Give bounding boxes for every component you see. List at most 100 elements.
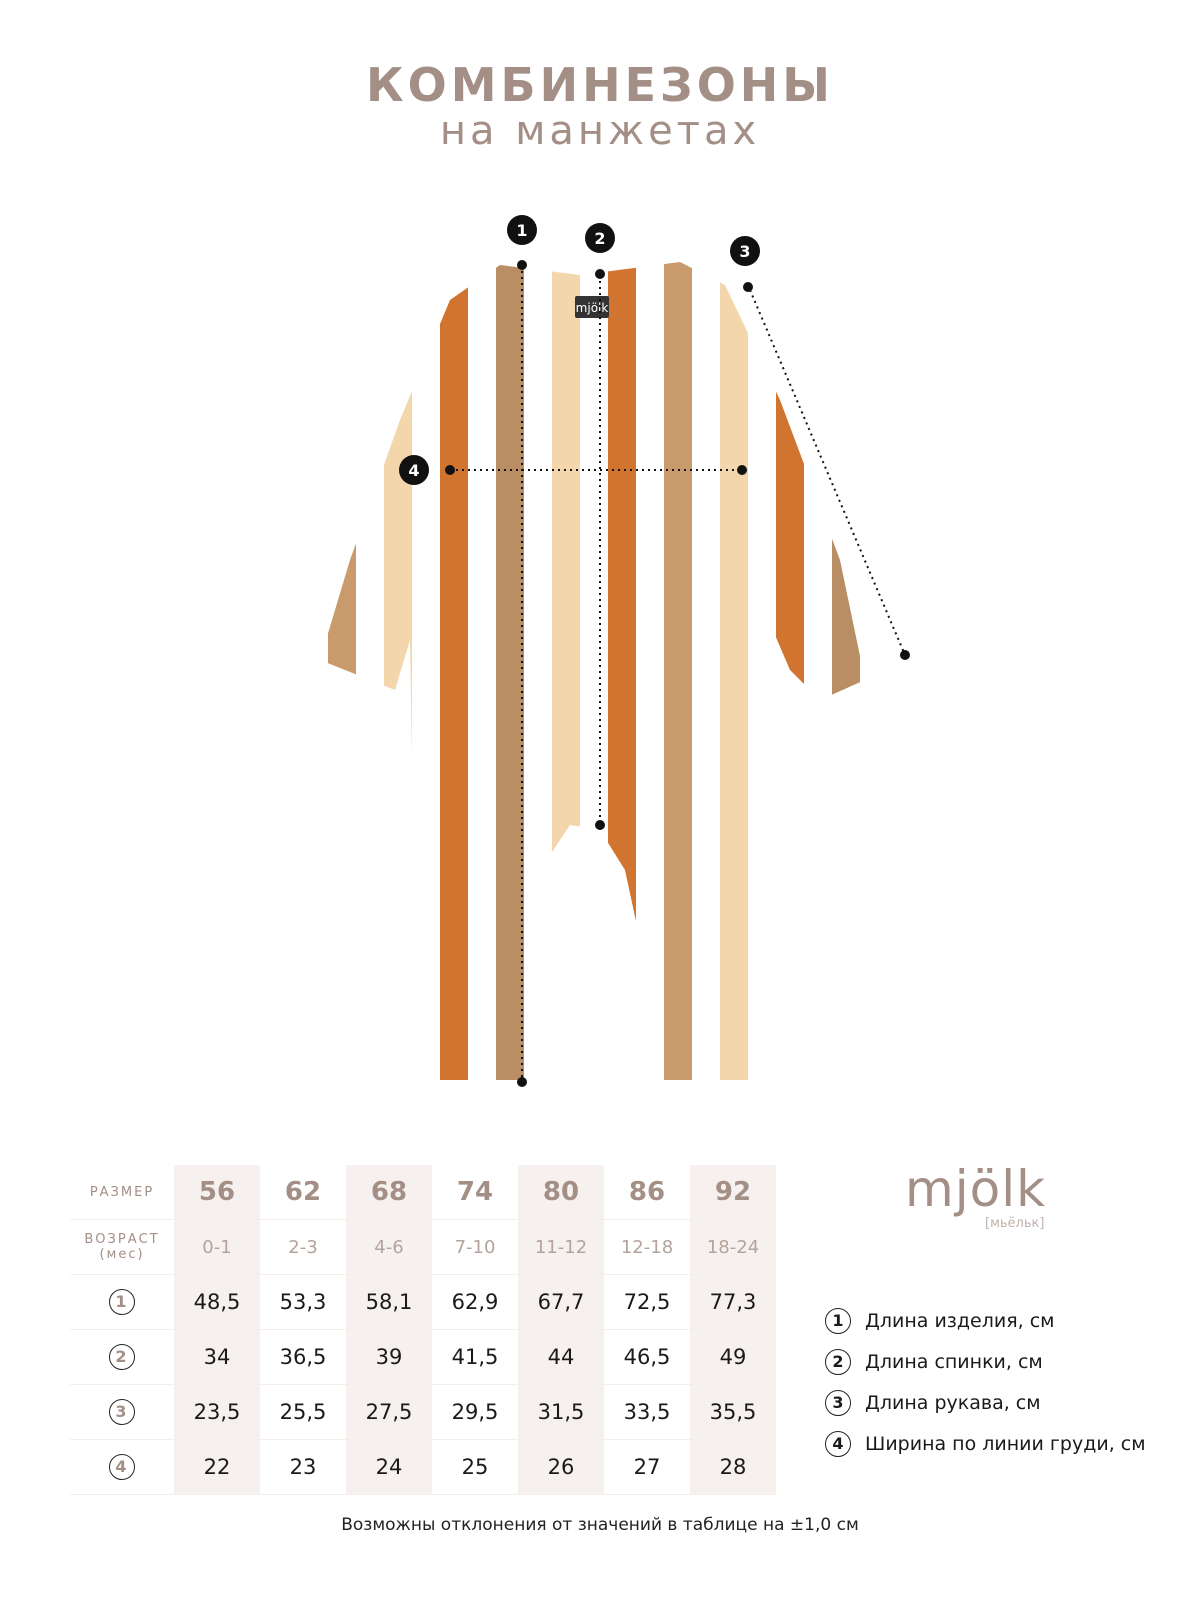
measurement-value: 23,5 (174, 1384, 260, 1440)
fabric-stripe (468, 262, 496, 1080)
measurement-value: 27,5 (346, 1384, 432, 1440)
fabric-stripe (580, 262, 608, 1080)
measurement-value: 72,5 (604, 1274, 690, 1330)
svg-text:2: 2 (594, 229, 605, 248)
measurement-value: 44 (518, 1329, 604, 1385)
measurement-value: 46,5 (604, 1329, 690, 1385)
measurement-row: 3 23,5 25,5 27,5 29,5 31,5 33,5 35,5 (70, 1384, 776, 1440)
measurement-value: 33,5 (604, 1384, 690, 1440)
legend-item: 2 Длина спинки, см (825, 1341, 1146, 1382)
fabric-stripe (552, 262, 580, 1080)
size-value: 74 (432, 1165, 518, 1220)
marker-circle: 4 (109, 1454, 135, 1480)
measurement-value: 77,3 (690, 1274, 776, 1330)
size-value: 68 (346, 1165, 432, 1220)
age-row: ВОЗРАСТ (мес) 0-1 2-3 4-6 7-10 11-12 12-18 18-2… (70, 1219, 776, 1275)
svg-text:4: 4 (408, 461, 419, 480)
size-value: 56 (174, 1165, 260, 1220)
age-value: 11-12 (518, 1219, 604, 1275)
measurement-value: 62,9 (432, 1274, 518, 1330)
garment-label-logo: mjölk (576, 301, 609, 315)
measurement-value: 25 (432, 1439, 518, 1495)
svg-text:3: 3 (739, 242, 750, 261)
fabric-stripe (860, 262, 865, 1080)
age-value: 2-3 (260, 1219, 346, 1275)
fabric-stripe (832, 262, 860, 1080)
fabric-stripe (804, 262, 832, 1080)
measurement-value: 39 (346, 1329, 432, 1385)
size-value: 86 (604, 1165, 690, 1220)
size-row: РАЗМЕР 56 62 68 74 80 86 92 (70, 1165, 776, 1220)
fabric-stripe (328, 262, 356, 1080)
measurement-value: 67,7 (518, 1274, 604, 1330)
legend-label: Длина спинки, см (865, 1350, 1043, 1373)
page-title: КОМБИНЕЗОНЫ (366, 58, 834, 112)
measurement-value: 41,5 (432, 1329, 518, 1385)
measurement-value: 35,5 (690, 1384, 776, 1440)
fabric-stripe (916, 200, 920, 1100)
measurement-value: 26 (518, 1439, 604, 1495)
marker-circle: 1 (109, 1289, 135, 1315)
fabric-stripe (748, 262, 776, 1080)
legend-item: 4 Ширина по линии груди, см (825, 1423, 1146, 1464)
fabric-stripe (636, 262, 664, 1080)
age-value: 12-18 (604, 1219, 690, 1275)
brand-logo: mjölk [мьёльк] (905, 1160, 1047, 1231)
measurement-value: 27 (604, 1439, 690, 1495)
measurement-value: 48,5 (174, 1274, 260, 1330)
marker-circle: 3 (825, 1389, 851, 1416)
legend-label: Ширина по линии груди, см (865, 1432, 1146, 1455)
marker-circle: 2 (825, 1348, 851, 1375)
fabric-stripe (720, 262, 748, 1080)
measurement-row: 2 34 36,5 39 41,5 44 46,5 49 (70, 1329, 776, 1385)
legend-item: 1 Длина изделия, см (825, 1300, 1146, 1341)
measurement-value: 34 (174, 1329, 260, 1385)
legend-label: Длина рукава, см (865, 1391, 1041, 1414)
fabric-stripe (384, 262, 412, 1080)
svg-text:1: 1 (516, 221, 527, 240)
size-value: 62 (260, 1165, 346, 1220)
size-value: 92 (690, 1165, 776, 1220)
measurement-value: 28 (690, 1439, 776, 1495)
measurement-row: 1 48,5 53,3 58,1 62,9 67,7 72,5 77,3 (70, 1274, 776, 1330)
legend-label: Длина изделия, см (865, 1309, 1055, 1332)
measurement-value: 22 (174, 1439, 260, 1495)
legend-item: 3 Длина рукава, см (825, 1382, 1146, 1423)
legend: 1 Длина изделия, см 2 Длина спинки, см 3 Длин… (825, 1300, 1146, 1464)
age-label: ВОЗРАСТ (мес) (70, 1219, 174, 1275)
fabric-stripe (320, 262, 328, 1080)
age-value: 7-10 (432, 1219, 518, 1275)
fabric-stripe (356, 262, 384, 1080)
marker-circle: 4 (825, 1430, 851, 1457)
fabric-stripe (524, 262, 552, 1080)
measurement-value: 23 (260, 1439, 346, 1495)
measurement-value: 29,5 (432, 1384, 518, 1440)
jumpsuit-illustration: mjölk 1 2 3 4 (320, 200, 920, 1100)
fabric-stripe (776, 262, 804, 1080)
fabric-stripe (496, 262, 524, 1080)
measurement-value: 31,5 (518, 1384, 604, 1440)
size-label: РАЗМЕР (70, 1165, 174, 1220)
measurement-value: 49 (690, 1329, 776, 1385)
measurement-value: 58,1 (346, 1274, 432, 1330)
marker-circle: 2 (109, 1344, 135, 1370)
measurement-value: 24 (346, 1439, 432, 1495)
marker-circle: 1 (825, 1307, 851, 1334)
tolerance-note: Возможны отклонения от значений в таблиц… (341, 1515, 859, 1535)
fabric-stripe (664, 262, 692, 1080)
measurement-row: 4 22 23 24 25 26 27 28 (70, 1439, 776, 1495)
fabric-stripe (440, 262, 468, 1080)
age-value: 4-6 (346, 1219, 432, 1275)
size-table: РАЗМЕР 56 62 68 74 80 86 92 ВОЗРАСТ (мес) 0-1 2-… (70, 1165, 776, 1495)
measurement-markers: 1 2 3 4 (399, 215, 760, 485)
fabric-stripe (412, 262, 440, 1080)
age-value: 18-24 (690, 1219, 776, 1275)
age-value: 0-1 (174, 1219, 260, 1275)
measurement-value: 53,3 (260, 1274, 346, 1330)
size-value: 80 (518, 1165, 604, 1220)
measurement-value: 25,5 (260, 1384, 346, 1440)
page-subtitle: на манжетах (439, 108, 761, 154)
fabric-stripe (692, 262, 720, 1080)
marker-circle: 3 (109, 1399, 135, 1425)
measurement-value: 36,5 (260, 1329, 346, 1385)
